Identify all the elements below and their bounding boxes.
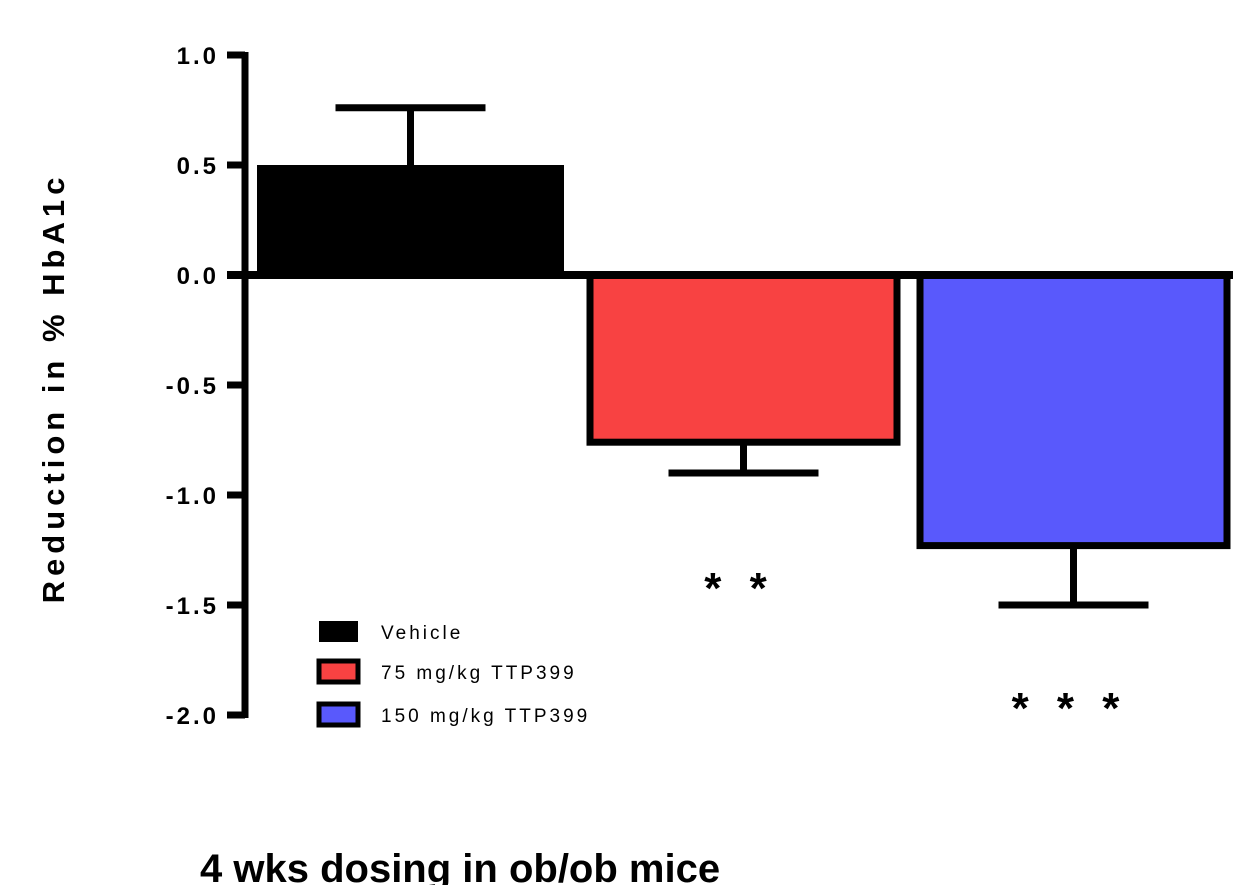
y-tick-label: 1.0 <box>177 43 219 70</box>
significance-markers: * * * * * <box>704 564 1128 733</box>
y-tick-label: 0.0 <box>177 263 219 290</box>
legend: Vehicle 75 mg/kg TTP399 150 mg/kg TTP399 <box>316 621 590 728</box>
legend-label-2: 75 mg/kg TTP399 <box>381 663 577 684</box>
legend-label-1: Vehicle <box>381 623 463 644</box>
significance-marker-3: * * * <box>1012 684 1128 733</box>
bar-1 <box>257 165 564 275</box>
bar-2 <box>586 271 901 446</box>
figure-caption: 4 wks dosing in ob/ob mice <box>200 847 720 885</box>
y-axis-title: Reduction in % HbA1c <box>36 173 71 604</box>
y-tick-label: -1.5 <box>166 593 219 620</box>
bar-3 <box>916 271 1231 550</box>
y-tick-label: -2.0 <box>166 703 219 730</box>
bars <box>257 165 1231 550</box>
legend-label-3: 150 mg/kg TTP399 <box>381 706 590 727</box>
legend-swatch-2 <box>316 658 361 685</box>
error-bars <box>335 104 1149 609</box>
y-tick-label: 0.5 <box>177 153 219 180</box>
legend-swatch-1 <box>319 621 358 642</box>
y-tick-label: -0.5 <box>166 373 219 400</box>
y-axis: 1.0 0.5 0.0 -0.5 -1.0 -1.5 -2.0 <box>166 43 249 730</box>
legend-swatch-3 <box>316 701 361 728</box>
y-tick-label: -1.0 <box>166 483 219 510</box>
significance-marker-2: * * <box>704 564 774 613</box>
